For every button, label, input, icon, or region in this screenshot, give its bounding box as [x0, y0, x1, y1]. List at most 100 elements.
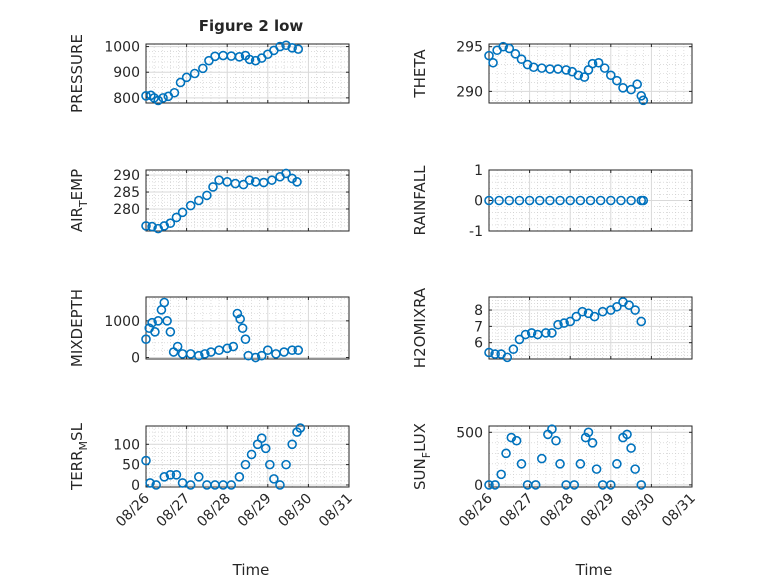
- data-point: [147, 317, 157, 328]
- axes-frame: [488, 43, 693, 104]
- data-point: [626, 84, 636, 95]
- y-tick-label: 0: [474, 194, 483, 210]
- y-tick-label: 500: [456, 425, 483, 441]
- data-point: [232, 308, 243, 319]
- data-point: [595, 195, 606, 206]
- data-point: [256, 433, 267, 444]
- data-point: [230, 178, 241, 189]
- y-tick-label: 7: [474, 319, 483, 335]
- data-point: [587, 58, 598, 69]
- y-axis-title: SUNFLUX: [411, 423, 433, 490]
- data-point: [165, 218, 176, 229]
- data-point: [484, 480, 494, 490]
- y-tick-label: 50: [122, 458, 140, 474]
- data-point: [553, 64, 563, 74]
- data-point: [551, 435, 561, 446]
- y-tick-label: 280: [113, 202, 140, 218]
- x-tick-label: 08/27: [154, 491, 194, 531]
- data-point: [171, 212, 182, 223]
- data-point: [226, 51, 237, 61]
- y-axis-title: RAINFALL: [411, 165, 429, 236]
- data-point: [168, 347, 179, 357]
- x-tick-label: 08/29: [578, 491, 618, 531]
- data-point: [250, 55, 261, 66]
- subplot-h2omixra: 678 H2OMIXRA: [411, 287, 693, 368]
- y-axis-title: TERRMSL: [68, 422, 90, 491]
- data-point: [198, 63, 208, 74]
- data-point: [153, 95, 163, 106]
- data-point: [597, 306, 608, 317]
- data-point: [147, 221, 157, 232]
- data-point: [189, 68, 200, 79]
- data-point: [293, 44, 304, 54]
- data-point: [295, 423, 306, 433]
- data-point: [605, 480, 616, 490]
- y-tick-label: 285: [113, 185, 140, 201]
- axes-frame: [145, 43, 350, 104]
- subplot-theta: 290 295 THETA: [411, 40, 693, 106]
- data-point: [210, 51, 220, 62]
- data-point: [159, 297, 170, 308]
- y-tick-label: 1000: [104, 40, 140, 56]
- data-point: [534, 195, 545, 206]
- data-point: [141, 334, 151, 344]
- y-tick-label: 1: [474, 163, 483, 179]
- data-point: [275, 480, 285, 490]
- y-axis-title: H2OMIXRA: [411, 287, 429, 368]
- axes-frame: [145, 169, 350, 232]
- data-point: [193, 195, 204, 206]
- data-point: [626, 443, 636, 453]
- data-point: [226, 480, 237, 490]
- x-tick-label: 08/28: [537, 491, 577, 531]
- data-point: [612, 75, 622, 86]
- y-tick-label: 1000: [104, 314, 140, 330]
- y-tick-label: 8: [474, 303, 483, 319]
- data-point: [569, 480, 580, 490]
- data-point: [293, 345, 304, 355]
- data-point: [555, 195, 565, 206]
- data-point: [287, 43, 297, 53]
- data-point: [490, 480, 500, 490]
- data-point: [222, 343, 232, 354]
- data-point: [496, 469, 506, 480]
- data-point: [575, 459, 586, 469]
- data-point: [235, 314, 245, 324]
- data-point: [526, 328, 537, 338]
- y-axis-title: THETA: [411, 49, 429, 99]
- data-point: [162, 316, 172, 326]
- data-point: [208, 182, 218, 192]
- data-point: [624, 300, 634, 310]
- data-point: [238, 179, 249, 190]
- data-point: [573, 70, 584, 81]
- data-point: [636, 316, 647, 327]
- data-point: [555, 459, 565, 469]
- x-tick-label: 08/31: [659, 491, 699, 531]
- data-point: [520, 329, 531, 340]
- data-point: [599, 63, 610, 73]
- axes-frame: [488, 425, 693, 488]
- data-point: [565, 316, 576, 327]
- data-point: [494, 195, 504, 206]
- figure-title: Figure 2 low: [199, 17, 304, 35]
- y-tick-label: 290: [456, 84, 483, 100]
- data-point: [511, 435, 522, 446]
- data-point: [202, 190, 212, 201]
- data-point: [514, 195, 525, 206]
- data-point: [612, 459, 622, 469]
- data-point: [498, 41, 509, 52]
- data-point: [580, 432, 591, 443]
- subplot-rainfall: -1 0 1 RAINFALL: [411, 163, 693, 240]
- data-point: [510, 49, 521, 59]
- data-point: [591, 464, 602, 474]
- data-point: [605, 195, 616, 206]
- data-point: [508, 344, 519, 355]
- data-point: [204, 55, 214, 66]
- data-point: [287, 345, 297, 355]
- data-point: [240, 459, 251, 470]
- x-tick-label: 08/31: [316, 491, 356, 531]
- data-point: [200, 349, 210, 359]
- data-point: [244, 54, 255, 65]
- data-point: [605, 70, 616, 81]
- data-point: [177, 478, 188, 488]
